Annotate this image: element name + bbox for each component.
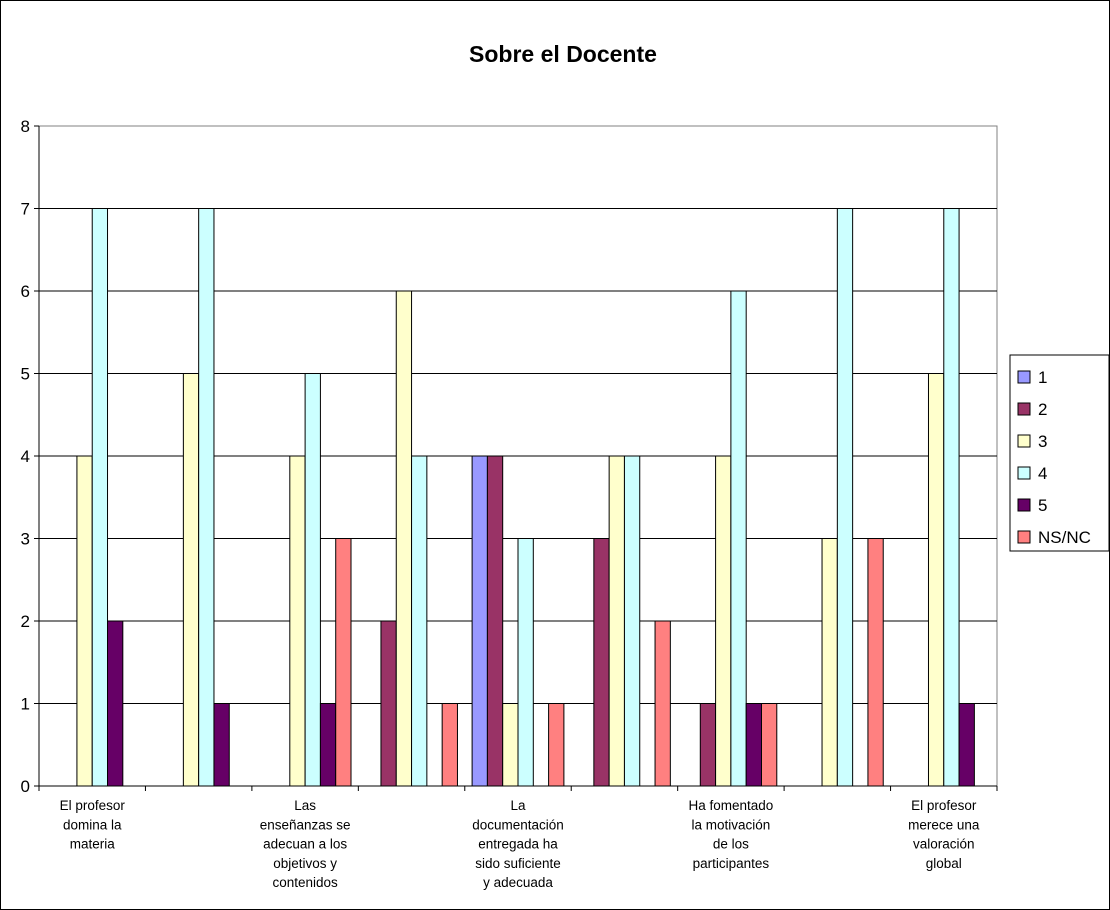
bar (654, 620, 671, 787)
bar (380, 620, 397, 787)
x-tick-label: sido suficiente (475, 856, 561, 871)
bar (623, 455, 641, 787)
bar (441, 703, 458, 787)
legend-label: 1 (1038, 368, 1047, 387)
bar (91, 208, 109, 787)
x-tick-label: y adecuada (483, 875, 553, 890)
y-tick-label: 7 (21, 200, 30, 219)
x-tick-label: global (926, 856, 962, 871)
bar (213, 703, 230, 787)
legend-swatch (1017, 498, 1031, 512)
legend-swatch (1017, 370, 1031, 384)
category-labels: El profesor domina la materia Las enseñanzas… (60, 798, 980, 890)
x-tick-label: domina la (63, 817, 122, 832)
bar (958, 703, 975, 787)
x-tick-label: La (510, 798, 526, 813)
legend-swatch (1017, 530, 1031, 544)
bar (548, 703, 565, 787)
bar (593, 538, 610, 787)
y-tick-label: 2 (21, 612, 30, 631)
bar (486, 455, 504, 787)
x-tick-label: objetivos y (273, 856, 337, 871)
bar (608, 455, 625, 787)
legend-label: 3 (1038, 432, 1047, 451)
bar (319, 703, 337, 787)
bar (198, 208, 215, 787)
y-tick-label: 3 (21, 530, 30, 549)
bar (304, 373, 321, 787)
legend-swatch (1017, 466, 1031, 480)
bars (76, 208, 975, 787)
y-tick-label: 1 (21, 695, 30, 714)
y-tick-label: 4 (21, 447, 30, 466)
legend-label: 5 (1038, 496, 1047, 515)
x-tick-label: de los (713, 837, 749, 852)
y-tick-label: 6 (21, 282, 30, 301)
x-tick-label: Las (294, 798, 316, 813)
legend: 1 2 3 4 5 NS/NC (1009, 354, 1110, 552)
x-tick-label: entregada ha (478, 837, 558, 852)
bar (289, 455, 306, 787)
bar (517, 538, 534, 787)
x-tick-label: valoración (913, 837, 975, 852)
x-tick-label: participantes (693, 856, 770, 871)
bar (182, 373, 200, 787)
bar (745, 703, 762, 787)
bar (836, 208, 854, 787)
x-tick-label: documentación (472, 817, 564, 832)
x-tick-label: la motivación (691, 817, 770, 832)
bar (715, 455, 732, 787)
bar (943, 208, 960, 787)
x-tick-label: Ha fomentado (688, 798, 773, 813)
bar (867, 538, 884, 787)
y-tick-label: 5 (21, 365, 30, 384)
x-tick-label: El profesor (60, 798, 126, 813)
bar (927, 373, 945, 787)
bar (76, 455, 93, 787)
bar (502, 703, 519, 787)
bar (395, 290, 413, 787)
bar (699, 703, 717, 787)
chart-title: Sobre el Docente (469, 41, 657, 67)
y-tick-label: 8 (21, 117, 30, 136)
bar (730, 290, 747, 787)
x-tick-label: merece una (908, 817, 980, 832)
bar (760, 703, 778, 787)
legend-box (1009, 354, 1110, 552)
x-tick-label: enseñanzas se (260, 817, 351, 832)
x-tick-label: adecuan a los (263, 837, 347, 852)
legend-label: 4 (1038, 464, 1047, 483)
bar (411, 455, 428, 787)
bar (471, 455, 488, 787)
bar (335, 538, 352, 787)
x-tick-label: contenidos (272, 875, 338, 890)
legend-swatch (1017, 402, 1031, 416)
y-axis: 0 1 2 3 4 5 6 7 8 (21, 117, 40, 796)
legend-label: 2 (1038, 400, 1047, 419)
x-tick-label: El profesor (911, 798, 977, 813)
bar (821, 538, 838, 787)
legend-label: NS/NC (1038, 528, 1091, 547)
legend-swatch (1017, 434, 1031, 448)
x-tick-label: materia (70, 837, 116, 852)
y-tick-label: 0 (21, 777, 30, 796)
bar (107, 620, 124, 787)
